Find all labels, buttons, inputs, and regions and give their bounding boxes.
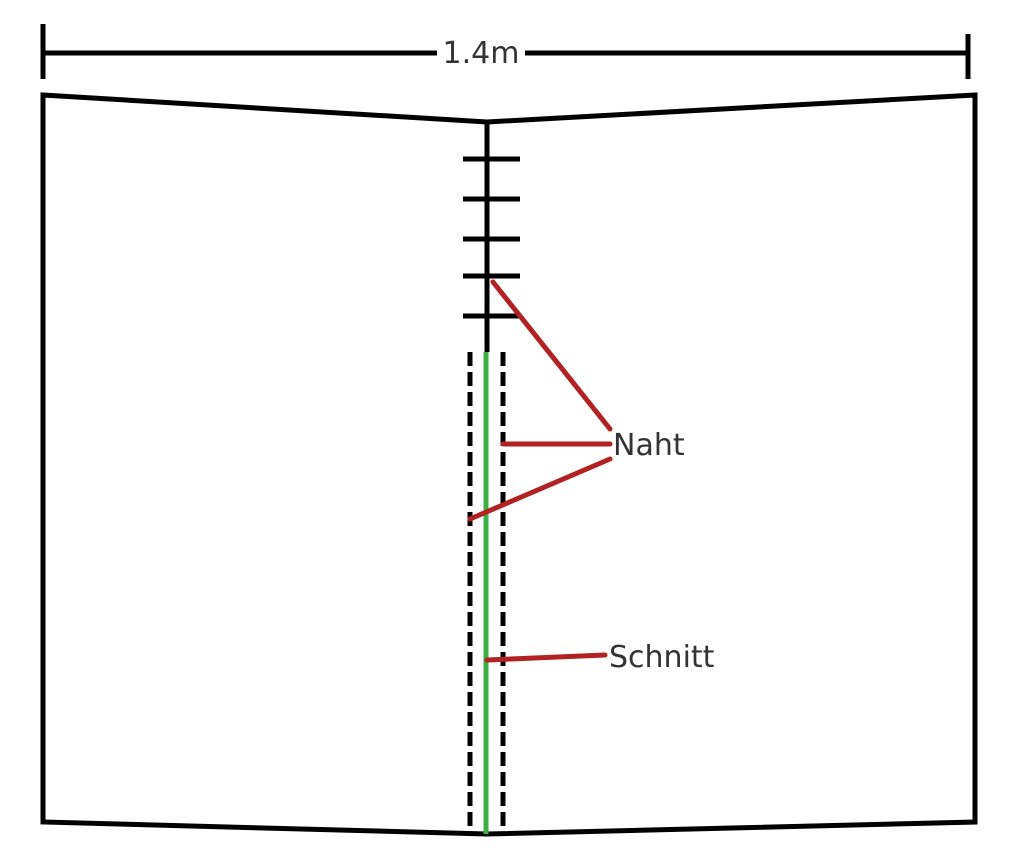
leader-to-stitched-seam (490, 279, 613, 432)
fabric-outline (40, 92, 978, 837)
leader-to-cut (484, 652, 608, 663)
width-dimension: 1.4m (40, 24, 971, 79)
seam-leaders (467, 279, 613, 522)
cut-label: Schnitt (609, 640, 715, 675)
dimension-label: 1.4m (443, 36, 520, 71)
seam-label: Naht (613, 428, 685, 463)
stitched-seam (463, 122, 520, 352)
leader-to-left-seam (467, 456, 613, 522)
